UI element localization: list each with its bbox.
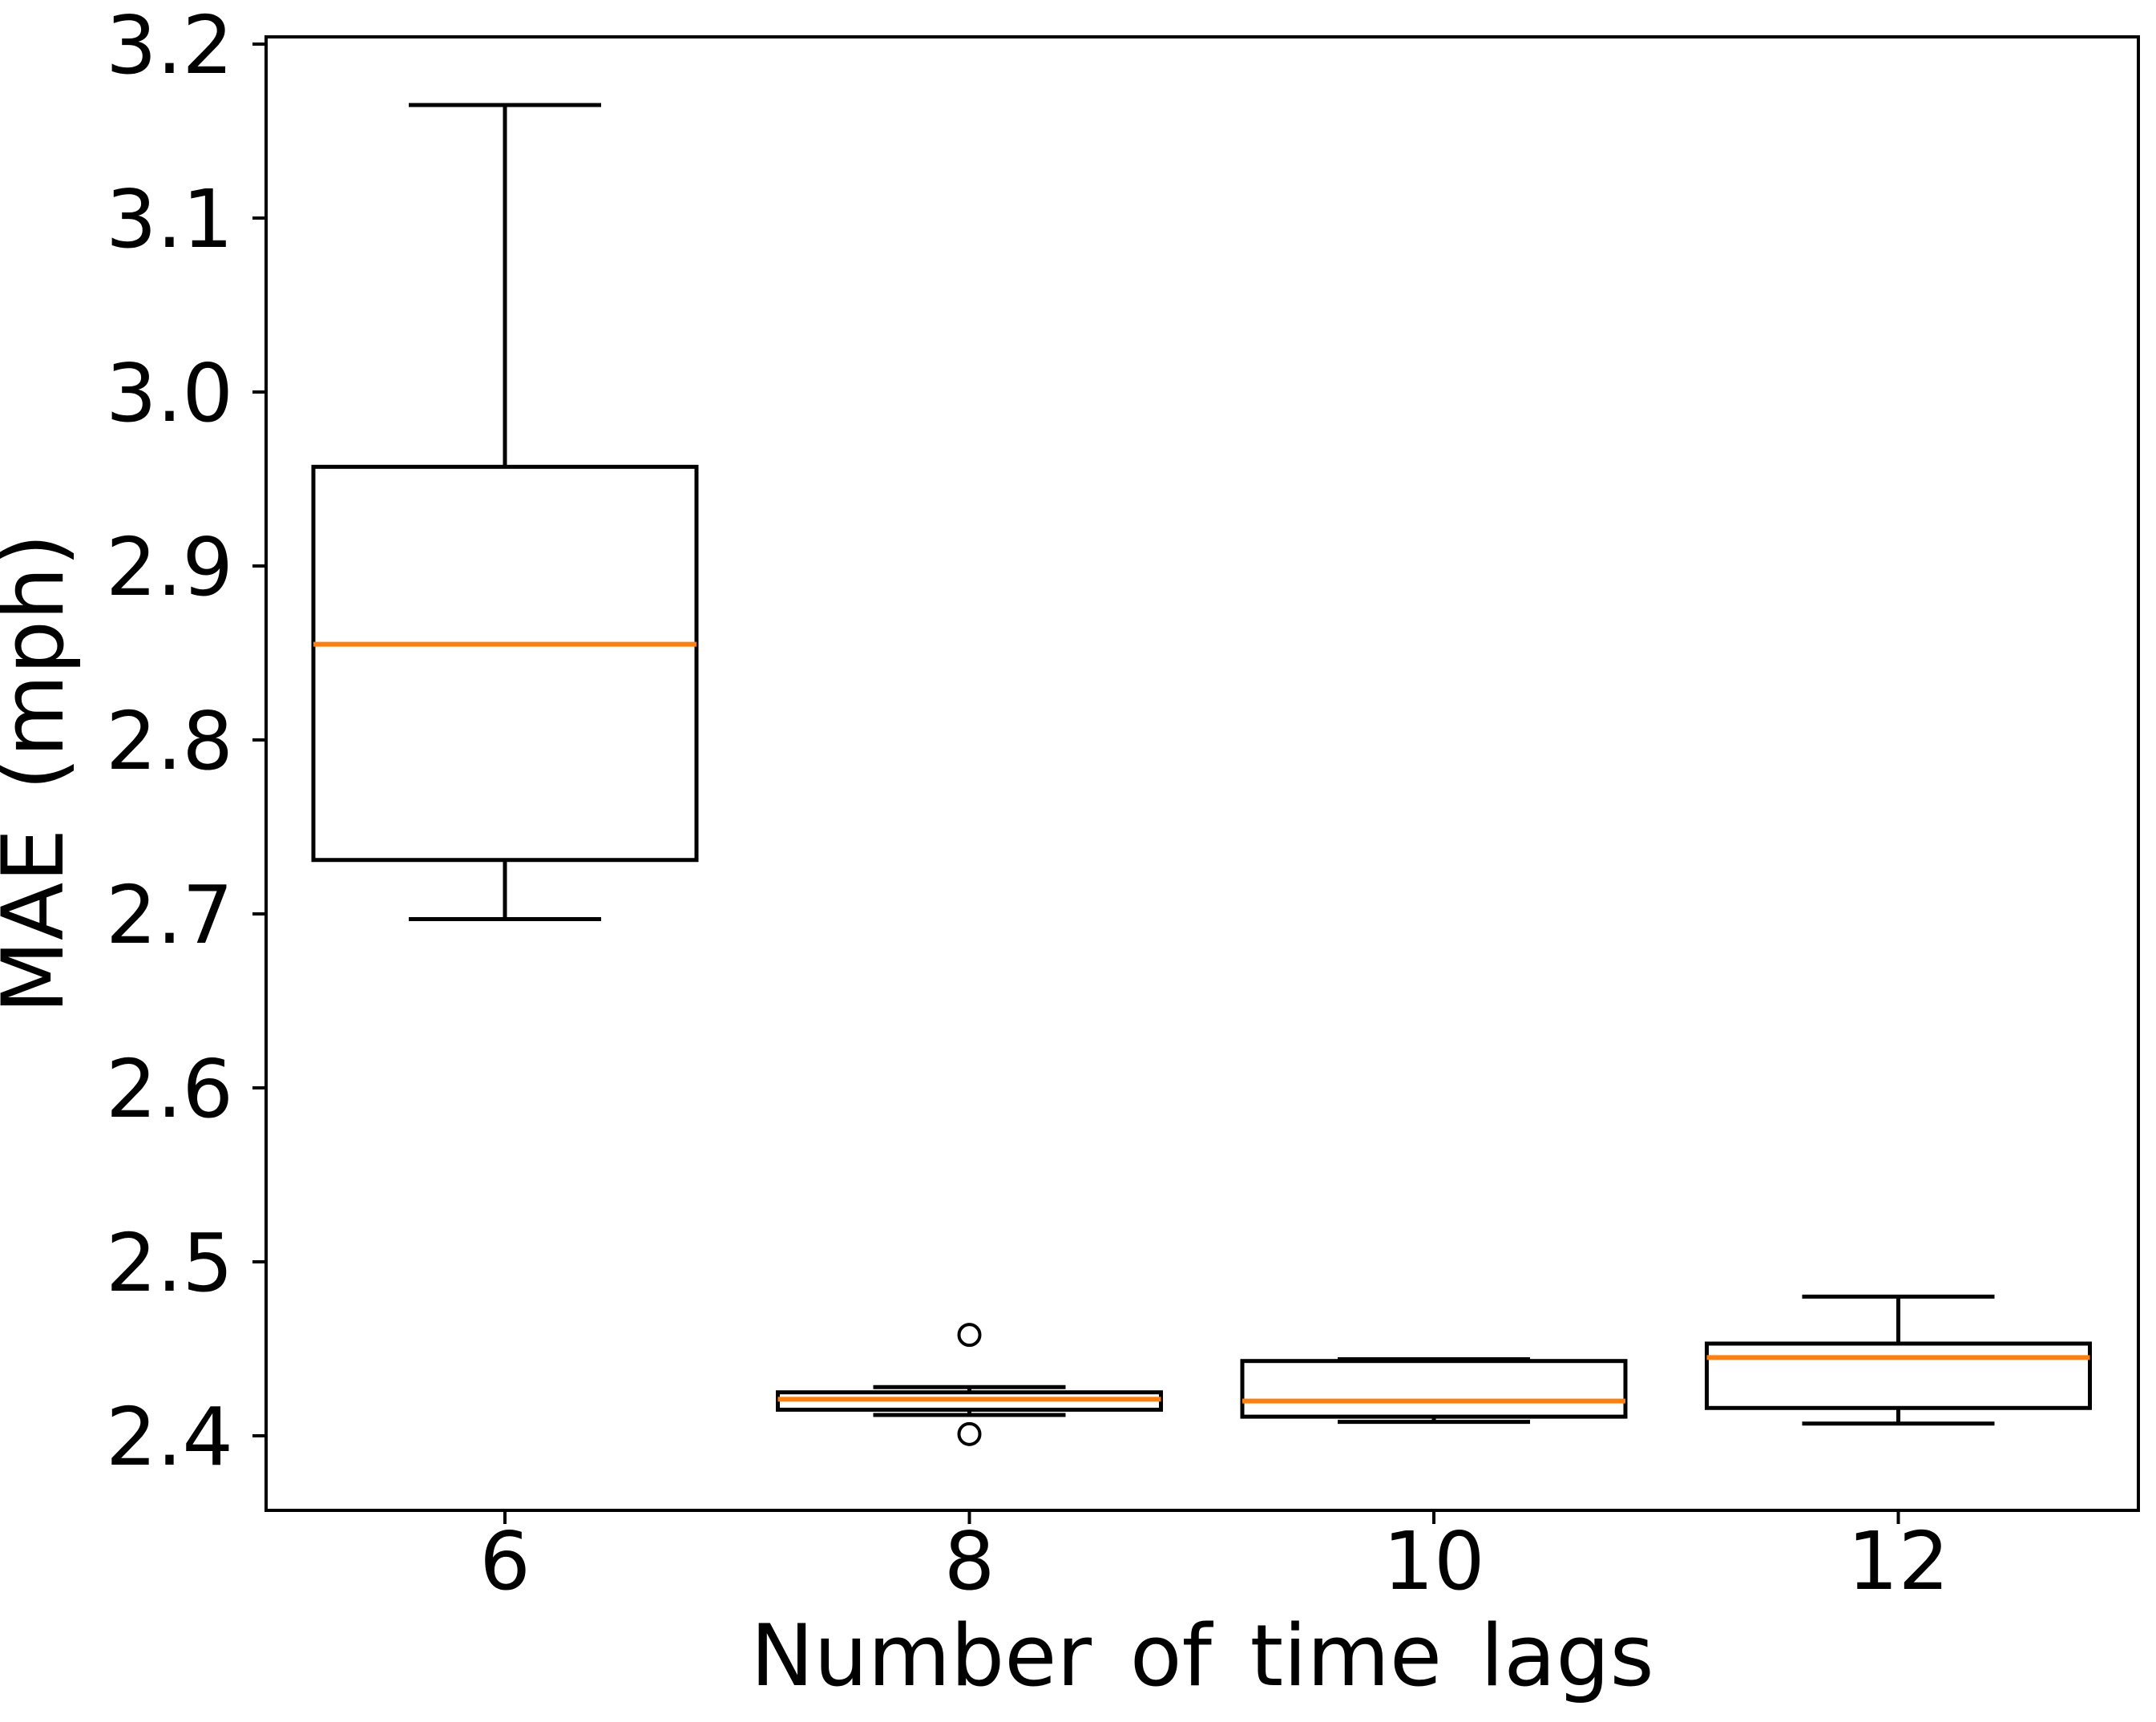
box-6	[311, 103, 699, 922]
box-12	[1705, 1294, 2092, 1426]
y-tick-label: 3.1	[106, 172, 233, 266]
x-axis: 6 8 10 12	[479, 1510, 1949, 1608]
y-tick-label: 3.2	[106, 0, 233, 92]
plot-area	[264, 35, 2140, 1512]
x-tick-label: 10	[1383, 1514, 1484, 1608]
y-tick-label: 2.9	[106, 520, 233, 614]
x-tick-label: 6	[479, 1514, 531, 1608]
y-axis-label: MAE (mph)	[0, 533, 83, 1013]
plot-border	[264, 35, 2140, 1512]
y-axis: 3.2 3.1 3.0 2.9 2.8 2.7 2.6 2.5 2.4	[106, 0, 266, 1484]
y-tick-label: 2.5	[106, 1216, 233, 1310]
y-tick-label: 2.6	[106, 1042, 233, 1136]
y-tick-label: 3.0	[106, 346, 233, 440]
x-axis-label: Number of time lags	[750, 1607, 1653, 1705]
outlier-point	[957, 1421, 982, 1446]
iqr-box	[1705, 1341, 2092, 1410]
x-tick-label: 12	[1847, 1514, 1949, 1608]
box-8	[776, 1323, 1163, 1446]
x-tick-label: 8	[944, 1514, 995, 1608]
y-tick-label: 2.8	[106, 694, 233, 788]
box-10	[1240, 1357, 1628, 1425]
box-series	[311, 103, 2092, 1446]
y-tick-label: 2.4	[106, 1390, 233, 1484]
y-tick-label: 2.7	[106, 868, 233, 962]
iqr-box	[1240, 1359, 1628, 1419]
outlier-point	[957, 1323, 982, 1348]
iqr-box	[311, 464, 699, 863]
